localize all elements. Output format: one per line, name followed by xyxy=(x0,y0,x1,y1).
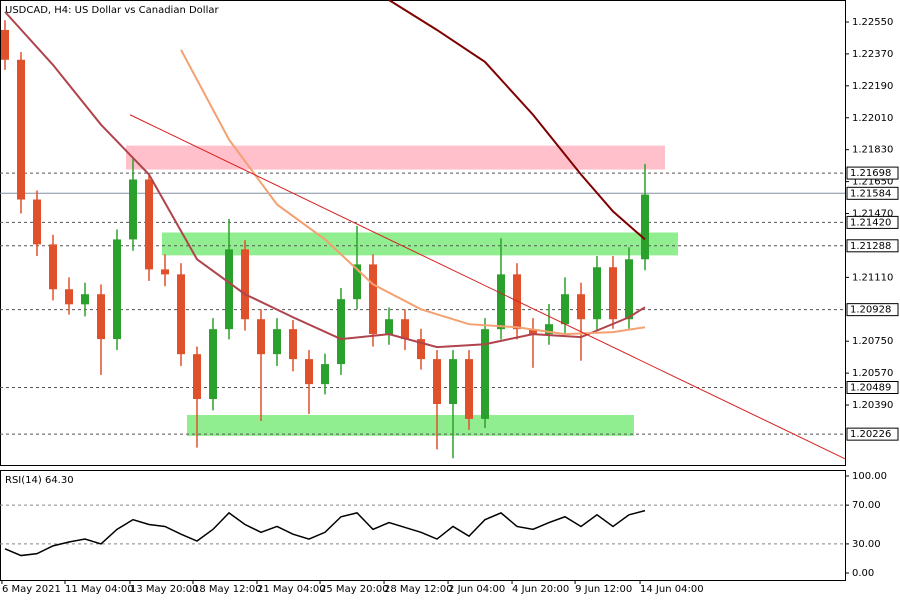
level-label: 1.20226 xyxy=(850,429,891,440)
level-label-box xyxy=(846,215,899,229)
level-label: 1.21288 xyxy=(850,241,891,252)
y-tick-label: 1.22550 xyxy=(852,17,893,28)
chart-title: USDCAD, H4: US Dollar vs Canadian Dollar xyxy=(5,5,219,16)
y-tick-label: 1.21650 xyxy=(852,177,893,188)
y-tick-label: 1.20570 xyxy=(852,368,893,379)
candle-body xyxy=(433,359,441,404)
x-tick-label: 11 May 04:00 xyxy=(65,584,134,595)
zone xyxy=(187,414,634,436)
candle-body xyxy=(193,354,201,400)
candle-body xyxy=(577,294,585,320)
x-tick-label: 4 Jun 20:00 xyxy=(512,584,569,595)
candle-body xyxy=(465,359,473,419)
y-tick-label: 1.21470 xyxy=(852,209,893,220)
level-label-box xyxy=(846,239,899,253)
x-tick-label: 14 Jun 04:00 xyxy=(640,584,704,595)
y-tick-label: 1.20390 xyxy=(852,400,893,411)
candle-body xyxy=(449,359,457,404)
candle-body xyxy=(609,267,617,320)
x-tick-label: 18 May 12:00 xyxy=(193,584,262,595)
candle-body xyxy=(545,324,553,335)
candle-body xyxy=(321,364,329,385)
candle-body xyxy=(113,239,121,340)
candle-body xyxy=(353,264,361,300)
zone xyxy=(125,145,665,170)
level-label: 1.20928 xyxy=(850,305,891,316)
candle-body xyxy=(273,329,281,355)
candle-body xyxy=(289,329,297,360)
moving-average xyxy=(4,11,646,349)
trendline xyxy=(129,114,846,460)
level-label-box xyxy=(846,303,899,317)
candle-body xyxy=(81,294,89,305)
x-tick-label: 28 May 12:00 xyxy=(384,584,453,595)
level-label-box xyxy=(846,166,899,180)
y-tick-label: 1.21110 xyxy=(852,272,893,283)
candle-body xyxy=(241,249,249,320)
y-tick-label: 1.20750 xyxy=(852,336,893,347)
moving-average xyxy=(180,49,646,336)
candle-body xyxy=(593,267,601,320)
x-tick-label: 13 May 20:00 xyxy=(130,584,199,595)
candle-body xyxy=(417,339,425,360)
candle-body xyxy=(65,289,73,305)
rsi-panel-frame xyxy=(0,470,846,581)
candle-body xyxy=(481,329,489,419)
candle-body xyxy=(369,264,377,335)
x-tick-label: 9 Jun 12:00 xyxy=(575,584,632,595)
candle-body xyxy=(209,329,217,400)
candle-body xyxy=(497,274,505,330)
candle-body xyxy=(305,359,313,385)
candle-body xyxy=(17,59,25,200)
level-label: 1.21698 xyxy=(850,168,891,179)
candle-body xyxy=(33,199,41,245)
level-label-box xyxy=(846,427,899,441)
candle-body xyxy=(97,294,105,340)
candle-body xyxy=(529,329,537,335)
candle-body xyxy=(561,294,569,325)
candle-body xyxy=(129,179,137,240)
level-label-box xyxy=(846,186,899,200)
y-tick-label: 1.22190 xyxy=(852,81,893,92)
x-tick-label: 21 May 04:00 xyxy=(257,584,326,595)
level-label: 1.21584 xyxy=(850,188,891,199)
rsi-line xyxy=(4,509,646,557)
level-label: 1.20489 xyxy=(850,383,891,394)
x-tick-label: 2 Jun 04:00 xyxy=(448,584,505,595)
level-label: 1.21420 xyxy=(850,217,891,228)
candle-body xyxy=(161,269,169,275)
candle-body xyxy=(257,319,265,355)
candle-body xyxy=(513,274,521,330)
level-label-box xyxy=(846,381,899,394)
candle-body xyxy=(177,274,185,355)
y-tick-label: 1.21830 xyxy=(852,145,893,156)
moving-average xyxy=(388,0,646,241)
y-tick-label: 100.00 xyxy=(852,471,887,482)
y-tick-label: 70.00 xyxy=(852,500,881,511)
y-tick-label: 1.22010 xyxy=(852,113,893,124)
candle-body xyxy=(641,194,649,260)
candle-body xyxy=(385,319,393,335)
main-panel-frame xyxy=(0,0,846,466)
candle-body xyxy=(1,29,9,60)
x-tick-label: 25 May 20:00 xyxy=(320,584,389,595)
x-tick-label: 6 May 2021 xyxy=(2,584,61,595)
y-tick-label: 1.22370 xyxy=(852,49,893,60)
candle-body xyxy=(337,299,345,365)
candle-body xyxy=(145,179,153,270)
y-tick-label: 0.00 xyxy=(852,568,874,579)
y-tick-label: 30.00 xyxy=(852,539,881,550)
rsi-title: RSI(14) 64.30 xyxy=(5,475,74,486)
candle-body xyxy=(625,259,633,320)
candle-body xyxy=(49,244,57,290)
candle-body xyxy=(225,249,233,330)
candle-body xyxy=(401,319,409,340)
zone xyxy=(161,232,678,256)
